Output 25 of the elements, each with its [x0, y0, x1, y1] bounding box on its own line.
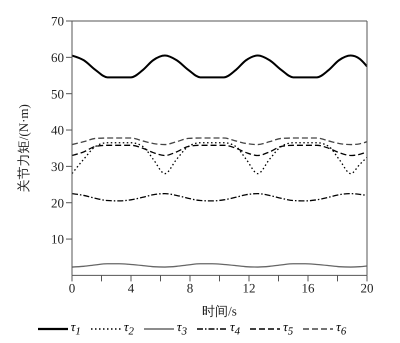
y-tick-label: 40 — [51, 122, 64, 138]
legend-label: τ$_{3}$ — [176, 319, 187, 338]
legend-label: τ$_{4}$ — [230, 319, 240, 338]
y-tick-label: 60 — [51, 50, 64, 65]
line-series — [72, 54, 367, 78]
y-tick-label: 10 — [51, 232, 64, 247]
x-tick-label: 0 — [68, 280, 76, 296]
x-axis-title: 时间/s — [202, 303, 237, 318]
y-tick-label: 50 — [51, 86, 64, 102]
x-tick-label: 20 — [360, 280, 374, 296]
line-series — [72, 192, 367, 202]
legend-label: τ$_{5}$ — [283, 319, 294, 338]
x-tick-label: 8 — [186, 280, 194, 296]
x-tick-label: 16 — [302, 280, 315, 296]
y-tick-label: 30 — [51, 158, 64, 174]
y-tick-label: 20 — [51, 195, 64, 210]
x-tick-label: 12 — [242, 280, 256, 296]
y-tick-label: 70 — [51, 14, 64, 29]
line-series — [72, 142, 367, 174]
legend-label: τ$_{6}$ — [336, 319, 346, 338]
line-series — [72, 137, 367, 146]
legend-label: τ$_{1}$ — [70, 319, 81, 338]
x-tick-label: 4 — [128, 280, 135, 296]
y-axis-title: 关节力矩/(N·m) — [16, 104, 31, 192]
legend-label: τ$_{2}$ — [124, 319, 134, 338]
